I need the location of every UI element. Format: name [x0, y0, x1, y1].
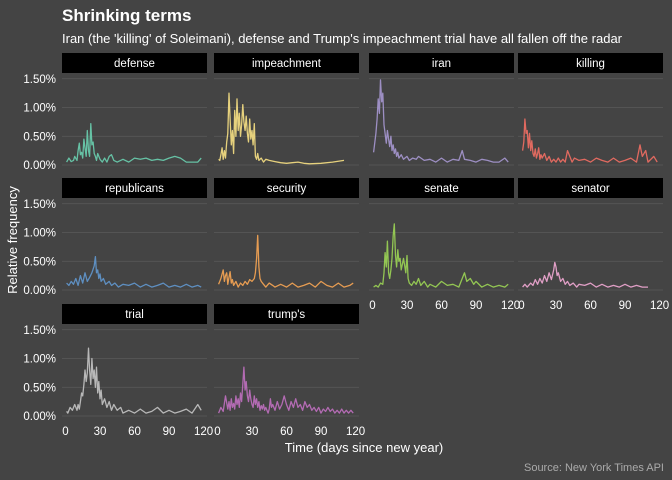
strip-label: republicans [105, 183, 164, 195]
series-line-killing [521, 118, 658, 163]
strip-background [62, 304, 207, 324]
x-tick-label: 0 [62, 426, 68, 438]
strip-label: trial [125, 309, 144, 321]
series-line-security [217, 234, 354, 288]
series-line-trial [66, 347, 202, 414]
panel-republicans: republicans [62, 178, 207, 291]
strip-background [518, 178, 663, 198]
strip-label: iran [432, 58, 451, 70]
y-tick-label: 0.50% [23, 256, 56, 268]
y-axes: 0.00% 0.50% 1.00% 1.50% 0.00% 0.50% 1.00% 1.50%… [23, 74, 56, 423]
panel-trial: trial [62, 304, 207, 417]
series-line-trumps [217, 366, 354, 414]
y-tick-label: 0.50% [23, 382, 56, 394]
strip-label: killing [576, 58, 605, 70]
x-tick-label: 60 [128, 426, 141, 438]
panel-trumps: trump's [214, 304, 359, 417]
panel-senate: senate [369, 178, 514, 291]
x-tick-label: 90 [619, 300, 632, 312]
panel-iran: iran [369, 53, 514, 166]
x-tick-label: 30 [550, 300, 563, 312]
series-line-senate [373, 223, 509, 288]
panel-senator: senator [518, 178, 663, 291]
strip-label: senate [424, 183, 459, 195]
strip-label: impeachment [252, 58, 322, 70]
x-tick-label: 90 [163, 426, 176, 438]
y-tick-label: 0.50% [23, 131, 56, 143]
x-tick-label: 90 [315, 426, 328, 438]
x-tick-label: 0 [518, 300, 524, 312]
x-tick-label: 30 [94, 426, 107, 438]
y-tick-label: 0.00% [23, 285, 56, 297]
chart-subtitle: Iran (the 'killing' of Soleimani), defen… [62, 31, 623, 46]
series-line-defense [66, 122, 202, 163]
x-tick-label: 60 [435, 300, 448, 312]
panel-security: security [214, 178, 359, 291]
y-tick-label: 0.00% [23, 160, 56, 172]
series-line-impeachment [218, 92, 345, 165]
series-line-iran [372, 79, 509, 163]
x-tick-label: 30 [401, 300, 414, 312]
y-axis-title: Relative frequency [5, 186, 20, 294]
series-line-senator [522, 261, 648, 288]
strip-label: trump's [268, 309, 306, 321]
strip-background [214, 178, 359, 198]
chart-caption: Source: New York Times API [524, 462, 664, 474]
x-axis-title: Time (days since new year) [285, 440, 443, 455]
strip-background [214, 53, 359, 73]
panel-killing: killing [518, 53, 663, 166]
x-tick-label: 90 [470, 300, 483, 312]
y-tick-label: 0.00% [23, 411, 56, 423]
strip-label: security [267, 183, 307, 195]
strip-label: defense [114, 58, 155, 70]
y-tick-label: 1.00% [23, 354, 56, 366]
strip-background [62, 53, 207, 73]
strip-label: senator [571, 183, 610, 195]
x-tick-label: 30 [246, 426, 259, 438]
y-tick-label: 1.50% [23, 199, 56, 211]
series-line-republicans [66, 255, 202, 288]
panel-impeachment: impeachment [214, 53, 359, 166]
strip-background [62, 178, 207, 198]
y-tick-label: 1.50% [23, 325, 56, 337]
panel-defense: defense [62, 53, 207, 166]
x-tick-label: 120 [194, 426, 213, 438]
y-tick-label: 1.00% [23, 103, 56, 115]
x-tick-label: 0 [369, 300, 375, 312]
y-tick-label: 1.00% [23, 228, 56, 240]
strip-background [214, 304, 359, 324]
x-tick-label: 0 [214, 426, 220, 438]
panels: defense impeachment iran killing republicans… [62, 53, 663, 417]
strip-background [369, 53, 514, 73]
x-tick-label: 60 [584, 300, 597, 312]
strip-background [369, 178, 514, 198]
x-tick-label: 60 [280, 426, 293, 438]
x-tick-label: 120 [650, 300, 669, 312]
y-tick-label: 1.50% [23, 74, 56, 86]
chart-title: Shrinking terms [62, 6, 191, 25]
x-tick-label: 120 [346, 426, 365, 438]
strip-background [518, 53, 663, 73]
x-tick-label: 120 [501, 300, 520, 312]
